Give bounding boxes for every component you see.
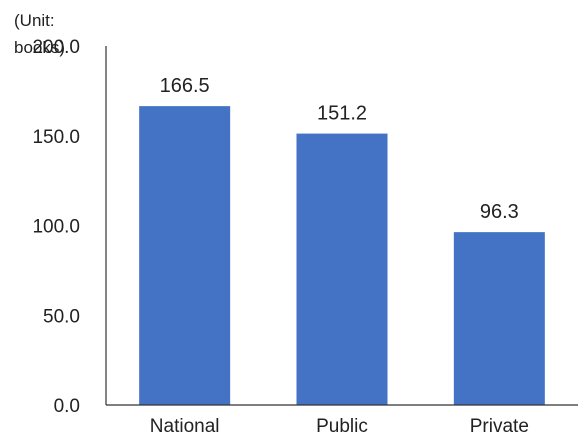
bar: [139, 106, 231, 405]
bar: [296, 133, 388, 405]
y-tick-label: 0.0: [54, 396, 80, 417]
bars-group: [139, 106, 545, 405]
data-labels-group: 166.5 151.2 96.3: [160, 75, 519, 223]
unit-label-line-2: books): [14, 38, 65, 57]
y-tick-label: 200.0: [32, 37, 80, 58]
y-tick-label: 50.0: [43, 306, 80, 327]
x-category-label: National: [150, 416, 220, 437]
bar-data-label: 151.2: [317, 103, 367, 125]
x-category-label: Public: [316, 416, 368, 437]
bar-data-label: 166.5: [160, 75, 210, 97]
x-axis-category-labels: National Public Private: [150, 416, 529, 437]
y-tick-label: 100.0: [32, 217, 80, 238]
y-axis-tick-labels: 0.0 50.0 100.0 150.0 200.0: [32, 37, 80, 417]
unit-label: (Unit: books): [14, 11, 65, 57]
y-tick-label: 150.0: [32, 127, 80, 148]
x-category-label: Private: [470, 416, 529, 437]
bar-data-label: 96.3: [480, 201, 519, 223]
bar: [453, 232, 545, 405]
unit-label-line-1: (Unit:: [14, 11, 55, 30]
